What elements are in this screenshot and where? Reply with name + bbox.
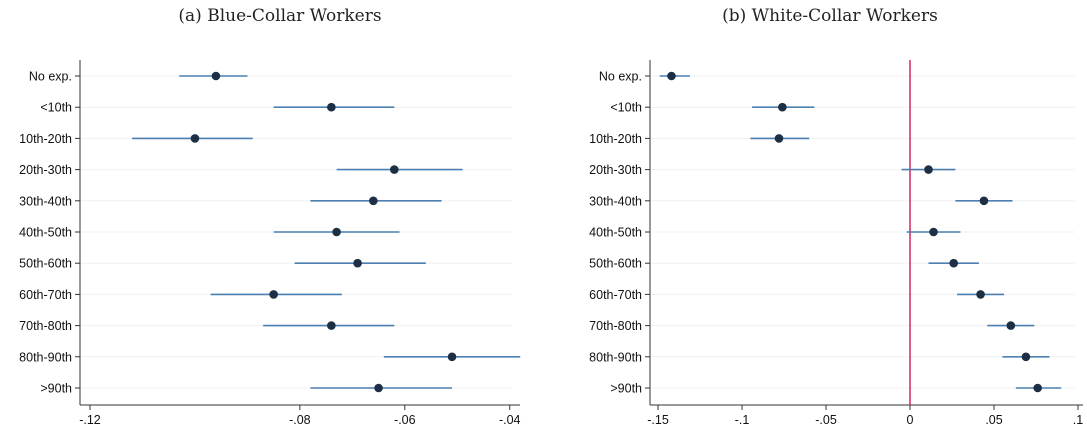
chart-b-y-tick-label: 30th-40th (589, 194, 642, 208)
chart-b-point-estimate (1033, 383, 1042, 393)
chart-a-point-estimate (211, 71, 221, 81)
chart-a-x-tick-label: -.08 (289, 413, 311, 425)
chart-b-y-tick-label: 40th-50th (589, 226, 642, 240)
chart-a-point-estimate (374, 383, 383, 393)
chart-a-point-estimate (353, 258, 362, 268)
chart-a-y-tick-label: 10th-20th (19, 132, 72, 146)
chart-a-point-estimate (327, 102, 336, 112)
chart-a-point-estimate (327, 321, 336, 330)
chart-b-y-tick-label: 10th-20th (589, 132, 642, 146)
chart-a-y-tick-label: <10th (40, 101, 72, 115)
chart-b-x-tick-label: -.05 (815, 413, 837, 425)
chart-b-x-tick-label: -.1 (735, 413, 750, 425)
chart-b-point-estimate (1021, 352, 1031, 362)
chart-b-point-estimate (667, 71, 676, 81)
chart-a-point-estimate (447, 352, 457, 362)
chart-b-y-tick-label: 50th-60th (589, 257, 642, 271)
chart-b-point-estimate (949, 258, 958, 268)
chart-a-x-tick-label: -.04 (499, 413, 521, 425)
chart-a-point-estimate (269, 290, 278, 299)
chart-b-point-estimate (774, 134, 784, 143)
chart-b-y-tick-label: 70th-80th (589, 319, 642, 333)
chart-b-y-tick-label: 20th-30th (589, 163, 642, 177)
chart-b-y-tick-label: <10th (610, 101, 642, 115)
chart-b-y-tick-label: 60th-70th (589, 288, 642, 302)
chart-a-x-tick-label: -.12 (79, 413, 101, 425)
chart-b-title: (b) White-Collar Workers (722, 6, 938, 26)
chart-a-y-tick-label: 70th-80th (19, 319, 72, 333)
chart-a-y-tick-label: 40th-50th (19, 226, 72, 240)
chart-a-title: (a) Blue-Collar Workers (178, 6, 382, 26)
chart-b-y-tick-label: 80th-90th (589, 350, 642, 364)
chart-a-y-tick-label: 50th-60th (19, 257, 72, 271)
chart-a-point-estimate (369, 196, 378, 206)
chart-b-point-estimate (979, 196, 989, 206)
chart-b-point-estimate (976, 290, 985, 299)
chart-a-x-tick-label: -.06 (394, 413, 416, 425)
chart-a-y-tick-label: 60th-70th (19, 288, 72, 302)
chart-b-point-estimate (924, 165, 933, 174)
chart-b-x-tick-label: 0 (907, 413, 914, 425)
chart-b-x-tick-label: .1 (1073, 413, 1083, 425)
chart-a-y-tick-label: 30th-40th (19, 194, 72, 208)
chart-a-point-estimate (190, 134, 200, 143)
chart-b-x-tick-label: -.15 (647, 413, 669, 425)
chart-b-point-estimate (1006, 321, 1016, 330)
chart-a-y-tick-label: >90th (40, 382, 72, 396)
chart-a-y-tick-label: 80th-90th (19, 350, 72, 364)
chart-b-y-tick-label: >90th (610, 382, 642, 396)
chart-b-point-estimate (778, 102, 787, 112)
chart-b-x-tick-label: .05 (985, 413, 1002, 425)
chart-a-point-estimate (390, 165, 399, 174)
chart-a-point-estimate (332, 227, 341, 237)
chart-a-y-tick-label: 20th-30th (19, 163, 72, 177)
chart-b-point-estimate (929, 227, 938, 237)
chart-a-y-tick-label: No exp. (29, 70, 72, 84)
chart-b-y-tick-label: No exp. (599, 70, 642, 84)
